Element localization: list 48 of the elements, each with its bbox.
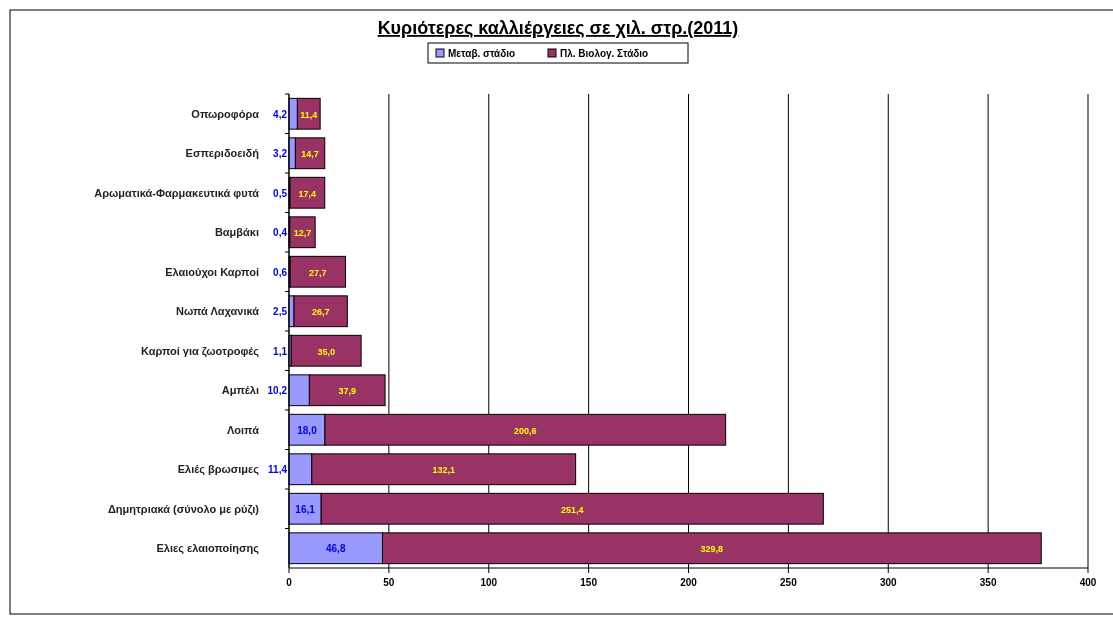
y-tick-label: Ελαιούχοι Καρποί xyxy=(165,265,259,278)
y-tick-label: Δημητριακά (σύνολο με ρύζι) xyxy=(107,502,260,516)
chart-title: Κυριότερες καλλιέργειες σε χιλ. στρ.(2011) xyxy=(377,18,739,38)
data-label: 16,1 xyxy=(295,503,316,515)
data-label: 2,5 xyxy=(273,306,288,318)
data-label: 132,1 xyxy=(432,465,455,476)
y-tick-label: Καρποί για ζωοτροφές xyxy=(140,344,260,358)
y-tick-label: Αμπέλι xyxy=(221,384,259,397)
legend-label: Μεταβ. στάδιο xyxy=(448,48,516,59)
data-label: 0,5 xyxy=(273,187,288,199)
legend-label: Πλ. Βιολογ. Στάδιο xyxy=(560,48,649,59)
data-label: 10,2 xyxy=(267,385,288,397)
y-tick-label: Ελιές βρωσιμες xyxy=(177,463,260,477)
data-label: 251,4 xyxy=(560,504,584,515)
data-label: 12,7 xyxy=(293,228,312,239)
data-label: 200,6 xyxy=(514,425,537,436)
x-tick-label: 300 xyxy=(879,577,898,588)
data-label: 11,4 xyxy=(300,109,318,120)
x-tick-label: 250 xyxy=(780,577,798,588)
x-tick-label: 200 xyxy=(680,577,698,588)
data-label: 26,7 xyxy=(311,307,330,318)
y-tick-label: Αρωματικά-Φαρμακευτικά φυτά xyxy=(94,186,260,199)
data-label: 35,0 xyxy=(317,346,335,357)
data-label: 1,1 xyxy=(273,345,288,357)
x-tick-label: 150 xyxy=(580,577,598,588)
data-label: 27,7 xyxy=(309,267,327,278)
data-label: 4,2 xyxy=(273,108,288,120)
x-tick-label: 100 xyxy=(480,577,498,588)
x-tick-label: 0 xyxy=(286,577,293,588)
y-tick-label: Ελιες ελαιοποίησης xyxy=(156,542,260,556)
data-label: 46,8 xyxy=(326,543,346,555)
data-label: 14,7 xyxy=(301,149,319,160)
x-tick-label: 400 xyxy=(1079,577,1097,588)
data-label: 17,4 xyxy=(298,188,317,199)
data-label: 0,4 xyxy=(273,227,288,239)
y-tick-label: Οπωροφόρα xyxy=(191,107,260,120)
data-label: 18,0 xyxy=(297,424,318,436)
data-label: 3,2 xyxy=(273,148,288,160)
y-tick-label: Εσπεριδοειδή xyxy=(185,147,260,160)
data-label: 0,6 xyxy=(273,266,288,278)
y-tick-label: Βαμβάκι xyxy=(214,226,259,239)
y-tick-label: Λοιπά xyxy=(227,423,260,436)
data-label: 11,4 xyxy=(268,464,288,476)
y-tick-label: Νωπά Λαχανικά xyxy=(176,305,260,318)
x-tick-label: 50 xyxy=(383,577,395,588)
data-label: 37,9 xyxy=(338,386,356,397)
data-label: 329,8 xyxy=(700,544,724,555)
x-tick-label: 350 xyxy=(979,577,997,588)
